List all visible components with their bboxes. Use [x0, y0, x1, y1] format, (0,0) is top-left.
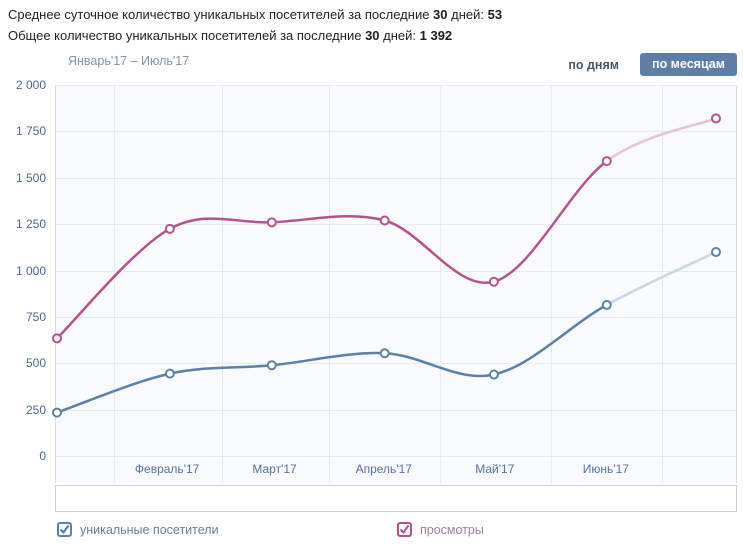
- v-gridline: [551, 85, 553, 483]
- y-axis-tick: 1 750: [15, 124, 46, 139]
- period-range-label: Январь'17 – Июль'17: [68, 54, 190, 68]
- h-gridline: [56, 131, 736, 133]
- mode-switcher: по дням по месяцам: [568, 53, 737, 76]
- by-days-button[interactable]: по дням: [568, 57, 620, 72]
- h-gridline: [56, 85, 736, 86]
- unique-visitors-checkbox[interactable]: [57, 522, 72, 537]
- x-axis-tick: Май'17: [475, 462, 515, 476]
- legend-label-unique-visitors: уникальные посетители: [80, 522, 219, 537]
- h-gridline: [56, 456, 736, 458]
- x-axis-tick: Апрель'17: [355, 462, 412, 476]
- h-gridline: [56, 317, 736, 318]
- legend-item-views[interactable]: просмотры: [397, 522, 484, 537]
- avg-daily-visitors-value: 53: [487, 7, 503, 22]
- avg-daily-visitors-line: Среднее суточное количество уникальных п…: [8, 7, 503, 22]
- by-months-button[interactable]: по месяцам: [640, 53, 737, 76]
- check-icon: [399, 524, 410, 535]
- y-axis-tick: 1 000: [15, 263, 46, 278]
- v-gridline: [329, 85, 331, 483]
- legend-label-views: просмотры: [420, 522, 484, 537]
- x-axis-tick: Июнь'17: [582, 462, 629, 476]
- chart-plot-area[interactable]: [55, 85, 737, 483]
- h-gridline: [56, 270, 736, 272]
- views-checkbox[interactable]: [397, 522, 412, 537]
- h-gridline: [56, 363, 736, 365]
- v-gridline: [114, 85, 116, 483]
- h-gridline: [56, 224, 736, 226]
- overview-strip[interactable]: [55, 485, 737, 512]
- check-icon: [59, 524, 70, 535]
- v-gridline: [221, 85, 223, 483]
- y-axis-tick: 1 250: [15, 217, 46, 232]
- v-gridline: [662, 85, 664, 483]
- v-gridline: [440, 85, 442, 483]
- y-axis-tick: 500: [25, 356, 46, 371]
- y-axis-tick: 250: [25, 402, 46, 417]
- y-axis-tick: 1 500: [15, 170, 46, 185]
- y-axis-tick: 750: [25, 310, 46, 324]
- x-axis-tick: Март'17: [252, 462, 297, 476]
- h-gridline: [56, 409, 736, 411]
- total-visitors-line: Общее количество уникальных посетителей …: [8, 28, 453, 43]
- y-axis-tick: 2 000: [15, 78, 46, 92]
- legend-item-unique-visitors[interactable]: уникальные посетители: [57, 522, 219, 537]
- y-axis-tick: 0: [39, 449, 46, 464]
- summary-block: Среднее суточное количество уникальных п…: [8, 4, 502, 46]
- total-visitors-value: 1 392: [419, 28, 453, 43]
- x-axis-tick: Февраль'17: [134, 462, 200, 476]
- h-gridline: [56, 177, 736, 179]
